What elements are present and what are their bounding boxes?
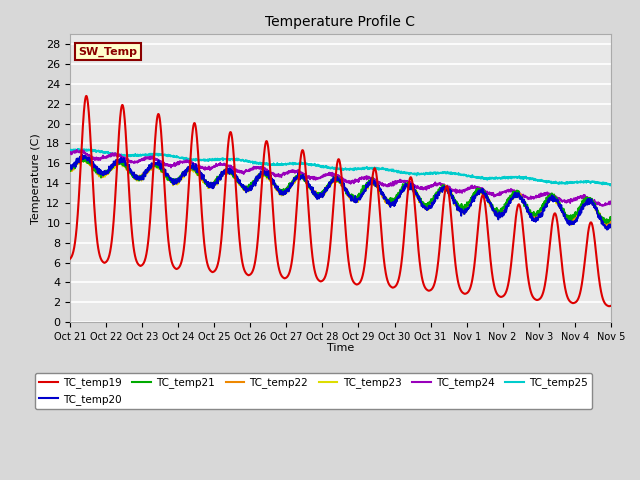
TC_temp19 bbox=[492, 289, 500, 295]
TC_temp24 bbox=[599, 203, 607, 209]
TC_temp20 bbox=[67, 163, 74, 169]
TC_temp23 bbox=[591, 205, 599, 211]
Title: Temperature Profile C: Temperature Profile C bbox=[266, 15, 415, 29]
TC_temp24 bbox=[315, 175, 323, 180]
Line: TC_temp21: TC_temp21 bbox=[70, 157, 611, 223]
Line: TC_temp19: TC_temp19 bbox=[70, 96, 611, 306]
Line: TC_temp20: TC_temp20 bbox=[70, 155, 611, 230]
Text: SW_Temp: SW_Temp bbox=[78, 47, 137, 57]
TC_temp24 bbox=[67, 150, 74, 156]
TC_temp20 bbox=[94, 167, 102, 172]
TC_temp20 bbox=[591, 204, 599, 210]
TC_temp25 bbox=[607, 183, 614, 189]
TC_temp23 bbox=[602, 226, 610, 231]
Line: TC_temp24: TC_temp24 bbox=[70, 150, 611, 206]
TC_temp22 bbox=[67, 166, 74, 172]
TC_temp25 bbox=[315, 163, 323, 168]
TC_temp25 bbox=[94, 148, 102, 154]
TC_temp23 bbox=[607, 220, 614, 226]
TC_temp22 bbox=[315, 192, 323, 198]
TC_temp23 bbox=[78, 155, 86, 161]
TC_temp21 bbox=[315, 190, 323, 196]
TC_temp20 bbox=[603, 227, 611, 233]
TC_temp24 bbox=[78, 147, 86, 153]
TC_temp19 bbox=[605, 303, 613, 309]
Line: TC_temp22: TC_temp22 bbox=[70, 158, 611, 227]
TC_temp20 bbox=[492, 210, 500, 216]
TC_temp22 bbox=[79, 155, 86, 161]
TC_temp19 bbox=[607, 303, 614, 309]
TC_temp23 bbox=[94, 169, 102, 175]
TC_temp20 bbox=[315, 196, 323, 202]
TC_temp22 bbox=[591, 205, 599, 211]
TC_temp21 bbox=[591, 203, 599, 208]
TC_temp23 bbox=[67, 165, 74, 171]
TC_temp23 bbox=[492, 210, 500, 216]
TC_temp19 bbox=[330, 204, 337, 209]
TC_temp19 bbox=[67, 256, 74, 262]
TC_temp25 bbox=[492, 174, 500, 180]
TC_temp21 bbox=[607, 216, 614, 222]
TC_temp25 bbox=[67, 148, 74, 154]
Line: TC_temp25: TC_temp25 bbox=[70, 149, 611, 186]
TC_temp24 bbox=[492, 192, 500, 198]
TC_temp25 bbox=[591, 180, 599, 185]
TC_temp21 bbox=[330, 177, 337, 183]
TC_temp24 bbox=[607, 199, 614, 204]
TC_temp19 bbox=[315, 277, 323, 283]
TC_temp23 bbox=[330, 180, 337, 185]
TC_temp24 bbox=[330, 173, 337, 179]
X-axis label: Time: Time bbox=[327, 343, 354, 353]
TC_temp23 bbox=[591, 205, 599, 211]
TC_temp21 bbox=[67, 168, 74, 174]
TC_temp20 bbox=[591, 203, 599, 209]
TC_temp24 bbox=[591, 199, 599, 204]
TC_temp21 bbox=[492, 208, 500, 214]
TC_temp20 bbox=[607, 225, 614, 230]
TC_temp22 bbox=[94, 169, 102, 175]
TC_temp20 bbox=[330, 176, 337, 181]
TC_temp23 bbox=[315, 193, 323, 199]
TC_temp22 bbox=[591, 204, 599, 210]
TC_temp21 bbox=[591, 204, 599, 210]
Y-axis label: Temperature (C): Temperature (C) bbox=[31, 133, 40, 224]
TC_temp25 bbox=[591, 179, 599, 185]
TC_temp22 bbox=[330, 176, 337, 181]
TC_temp24 bbox=[591, 200, 599, 206]
TC_temp25 bbox=[330, 166, 337, 172]
TC_temp25 bbox=[74, 146, 82, 152]
TC_temp21 bbox=[94, 171, 102, 177]
TC_temp24 bbox=[94, 156, 102, 161]
TC_temp19 bbox=[591, 241, 599, 247]
TC_temp25 bbox=[607, 181, 614, 187]
TC_temp22 bbox=[492, 209, 500, 215]
Legend: TC_temp19, TC_temp20, TC_temp21, TC_temp22, TC_temp23, TC_temp24, TC_temp25: TC_temp19, TC_temp20, TC_temp21, TC_temp… bbox=[35, 373, 592, 408]
Line: TC_temp23: TC_temp23 bbox=[70, 158, 611, 228]
TC_temp22 bbox=[603, 224, 611, 230]
TC_temp19 bbox=[591, 244, 599, 250]
TC_temp21 bbox=[602, 220, 610, 226]
TC_temp20 bbox=[78, 152, 86, 157]
TC_temp22 bbox=[607, 218, 614, 224]
TC_temp21 bbox=[83, 154, 90, 160]
TC_temp19 bbox=[94, 244, 102, 250]
TC_temp19 bbox=[83, 93, 90, 99]
